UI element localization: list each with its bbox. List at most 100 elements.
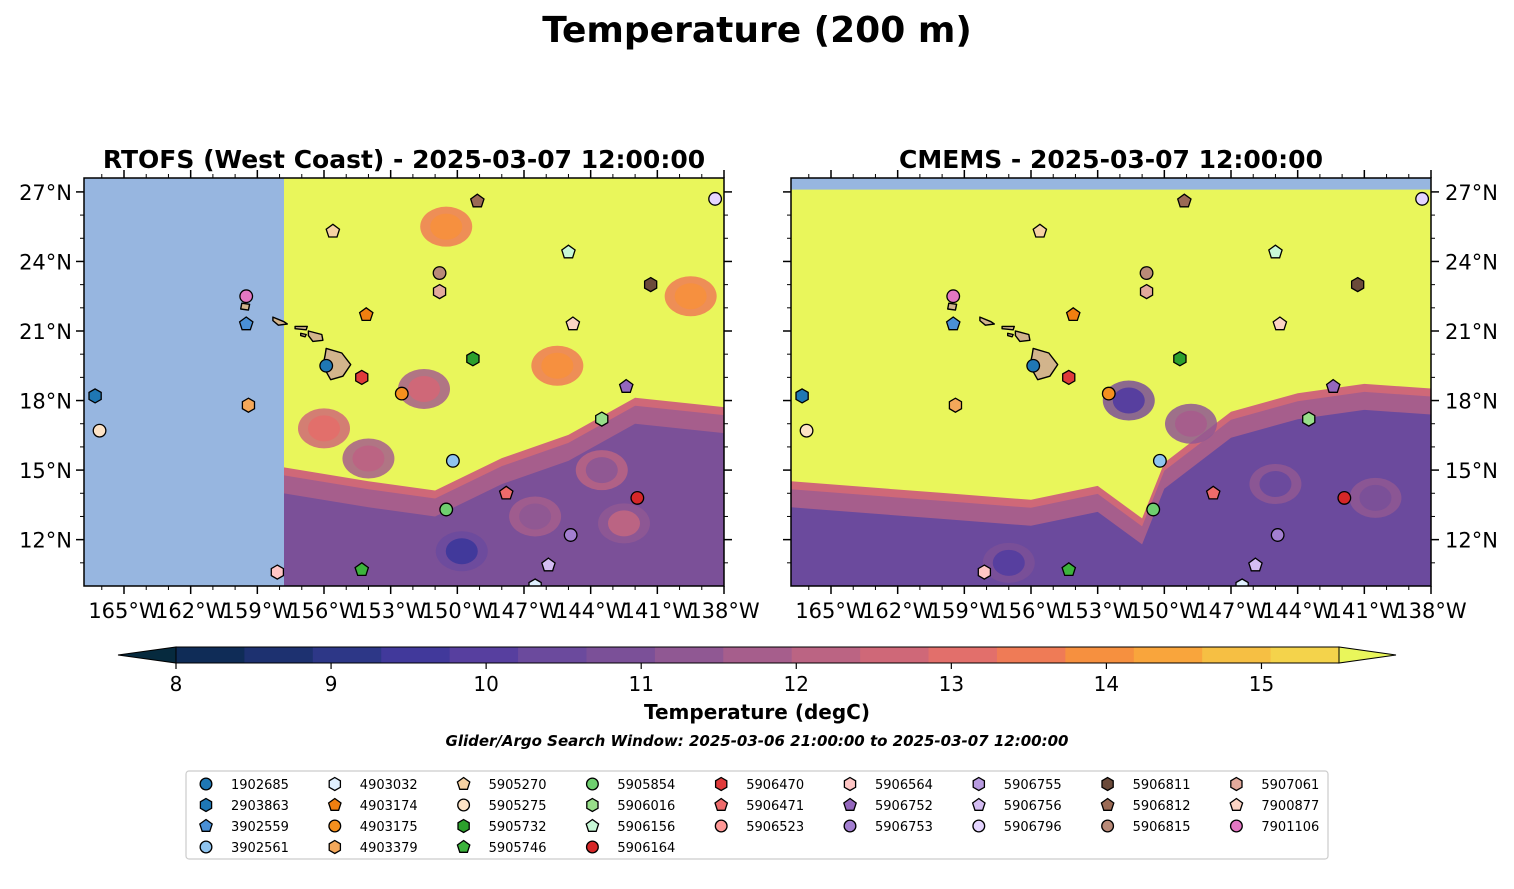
y-tick-label: 27°N	[1445, 181, 1498, 205]
x-tick-label: 138°W	[688, 599, 760, 623]
legend-marker-5906564	[843, 776, 857, 792]
x-tick-label: 153°W	[355, 599, 427, 623]
y-tick-label: 12°N	[19, 529, 72, 553]
float-marker-5906016	[595, 411, 609, 427]
colorbar-tick-label: 10	[473, 672, 498, 696]
colorbar-bin	[791, 647, 861, 663]
colorbar-tick-label: 9	[325, 672, 338, 696]
eddy-features	[982, 380, 1402, 583]
float-marker-4903032	[1235, 578, 1249, 586]
colorbar-bin	[449, 647, 519, 663]
colorbar-bin	[1065, 647, 1135, 663]
island-kauai	[239, 302, 251, 311]
eddy-core	[1112, 387, 1145, 414]
float-marker-1902685	[1026, 358, 1041, 373]
legend-label: 1902685	[231, 778, 289, 793]
x-tick-label: 147°W	[488, 599, 560, 623]
legend-label: 5906752	[875, 799, 933, 814]
float-marker-5906523	[498, 587, 511, 600]
y-tick-label: 12°N	[1445, 529, 1498, 553]
float-marker-3902559	[945, 316, 961, 331]
legend-marker-7900877	[1229, 797, 1244, 811]
legend-label: 5906470	[746, 778, 804, 793]
float-marker-2903863	[795, 388, 809, 404]
legend-marker-5905746	[456, 839, 471, 853]
x-tick-label: 144°W	[1262, 599, 1334, 623]
float-marker-5906471	[498, 485, 514, 500]
x-tick-label: 141°W	[1329, 599, 1401, 623]
x-tick-label: 144°W	[555, 599, 627, 623]
legend-marker-5906164	[585, 840, 599, 854]
legend-label: 5906811	[1133, 778, 1191, 793]
float-marker-5906753	[1270, 528, 1285, 542]
panel-cmems-floats	[795, 191, 1430, 600]
float-marker-4903032	[528, 578, 542, 586]
colorbar-bin	[244, 647, 314, 663]
colorbar-bin	[654, 647, 724, 663]
legend-marker-5906156	[585, 818, 600, 832]
colorbar-bin	[723, 647, 793, 663]
float-marker-5906164	[630, 490, 645, 505]
legend-label: 5905732	[489, 820, 547, 835]
float-marker-5906811	[1350, 276, 1365, 293]
panel-rtofs-floats	[88, 191, 723, 600]
float-marker-5906564	[977, 564, 992, 580]
float-marker-7901106	[946, 289, 961, 304]
x-tick-label: 156°W	[288, 599, 360, 623]
float-marker-5906796	[708, 191, 723, 206]
legend-label: 5906756	[1004, 799, 1062, 814]
float-marker-5906756	[541, 557, 556, 572]
eddy-features	[298, 206, 717, 572]
legend-label: 3902561	[231, 841, 289, 856]
float-marker-5906812	[1176, 193, 1192, 208]
legend-marker-5906812	[1100, 797, 1115, 811]
float-marker-5905275	[799, 423, 814, 438]
legend-marker-5906753	[843, 819, 857, 833]
colorbar-bin	[996, 647, 1066, 663]
colorbar-tick-label: 13	[939, 672, 964, 696]
legend-marker-5906755	[972, 776, 986, 792]
legend-frame	[185, 770, 1329, 860]
float-marker-5906156	[1268, 244, 1283, 259]
float-marker-2903863	[88, 388, 102, 404]
island-molokai	[294, 325, 308, 331]
x-tick-label: 159°W	[222, 599, 294, 623]
eddy-core	[352, 445, 385, 472]
colorbar-tick-label: 14	[1094, 672, 1119, 696]
y-tick-label: 18°N	[19, 390, 72, 414]
panel-cmems-title: CMEMS - 2025-03-07 12:00:00	[899, 145, 1323, 174]
colorbar-label: Temperature (degC)	[644, 700, 870, 724]
float-marker-5906752	[618, 378, 634, 393]
colorbar-bin	[928, 647, 998, 663]
eddy-core	[1175, 410, 1207, 437]
y-tick-label: 18°N	[1445, 390, 1498, 414]
search-window-note: Glider/Argo Search Window: 2025-03-06 21…	[446, 732, 1069, 750]
panel-rtofs-frame	[83, 177, 725, 587]
float-marker-5905854	[439, 502, 454, 517]
legend-label: 5905854	[617, 778, 675, 793]
legend-marker-5905270	[456, 776, 471, 790]
float-marker-5906796	[1415, 191, 1430, 206]
colorbar-bin	[312, 647, 382, 663]
eddy-core	[608, 510, 640, 537]
eddy-core	[585, 457, 618, 484]
island-oahu	[979, 316, 995, 326]
float-marker-5905270	[325, 223, 341, 238]
float-marker-4903379	[241, 397, 256, 413]
float-marker-5906815	[1139, 266, 1154, 280]
island-oahu	[272, 316, 288, 326]
x-tick-label: 165°W	[795, 599, 867, 623]
float-marker-5906523	[1205, 587, 1218, 600]
legend-label: 5906156	[617, 820, 675, 835]
eddy-core	[1259, 471, 1292, 497]
float-marker-4903175	[394, 386, 409, 401]
float-marker-7901106	[239, 289, 254, 304]
colorbar-extend-high	[1338, 646, 1397, 664]
x-tick-label: 159°W	[929, 599, 1001, 623]
x-tick-label: 153°W	[1062, 599, 1134, 623]
legend-label: 2903863	[231, 799, 289, 814]
eddy-core	[430, 213, 463, 240]
float-marker-4903174	[358, 306, 374, 322]
eddy-core	[541, 352, 574, 379]
